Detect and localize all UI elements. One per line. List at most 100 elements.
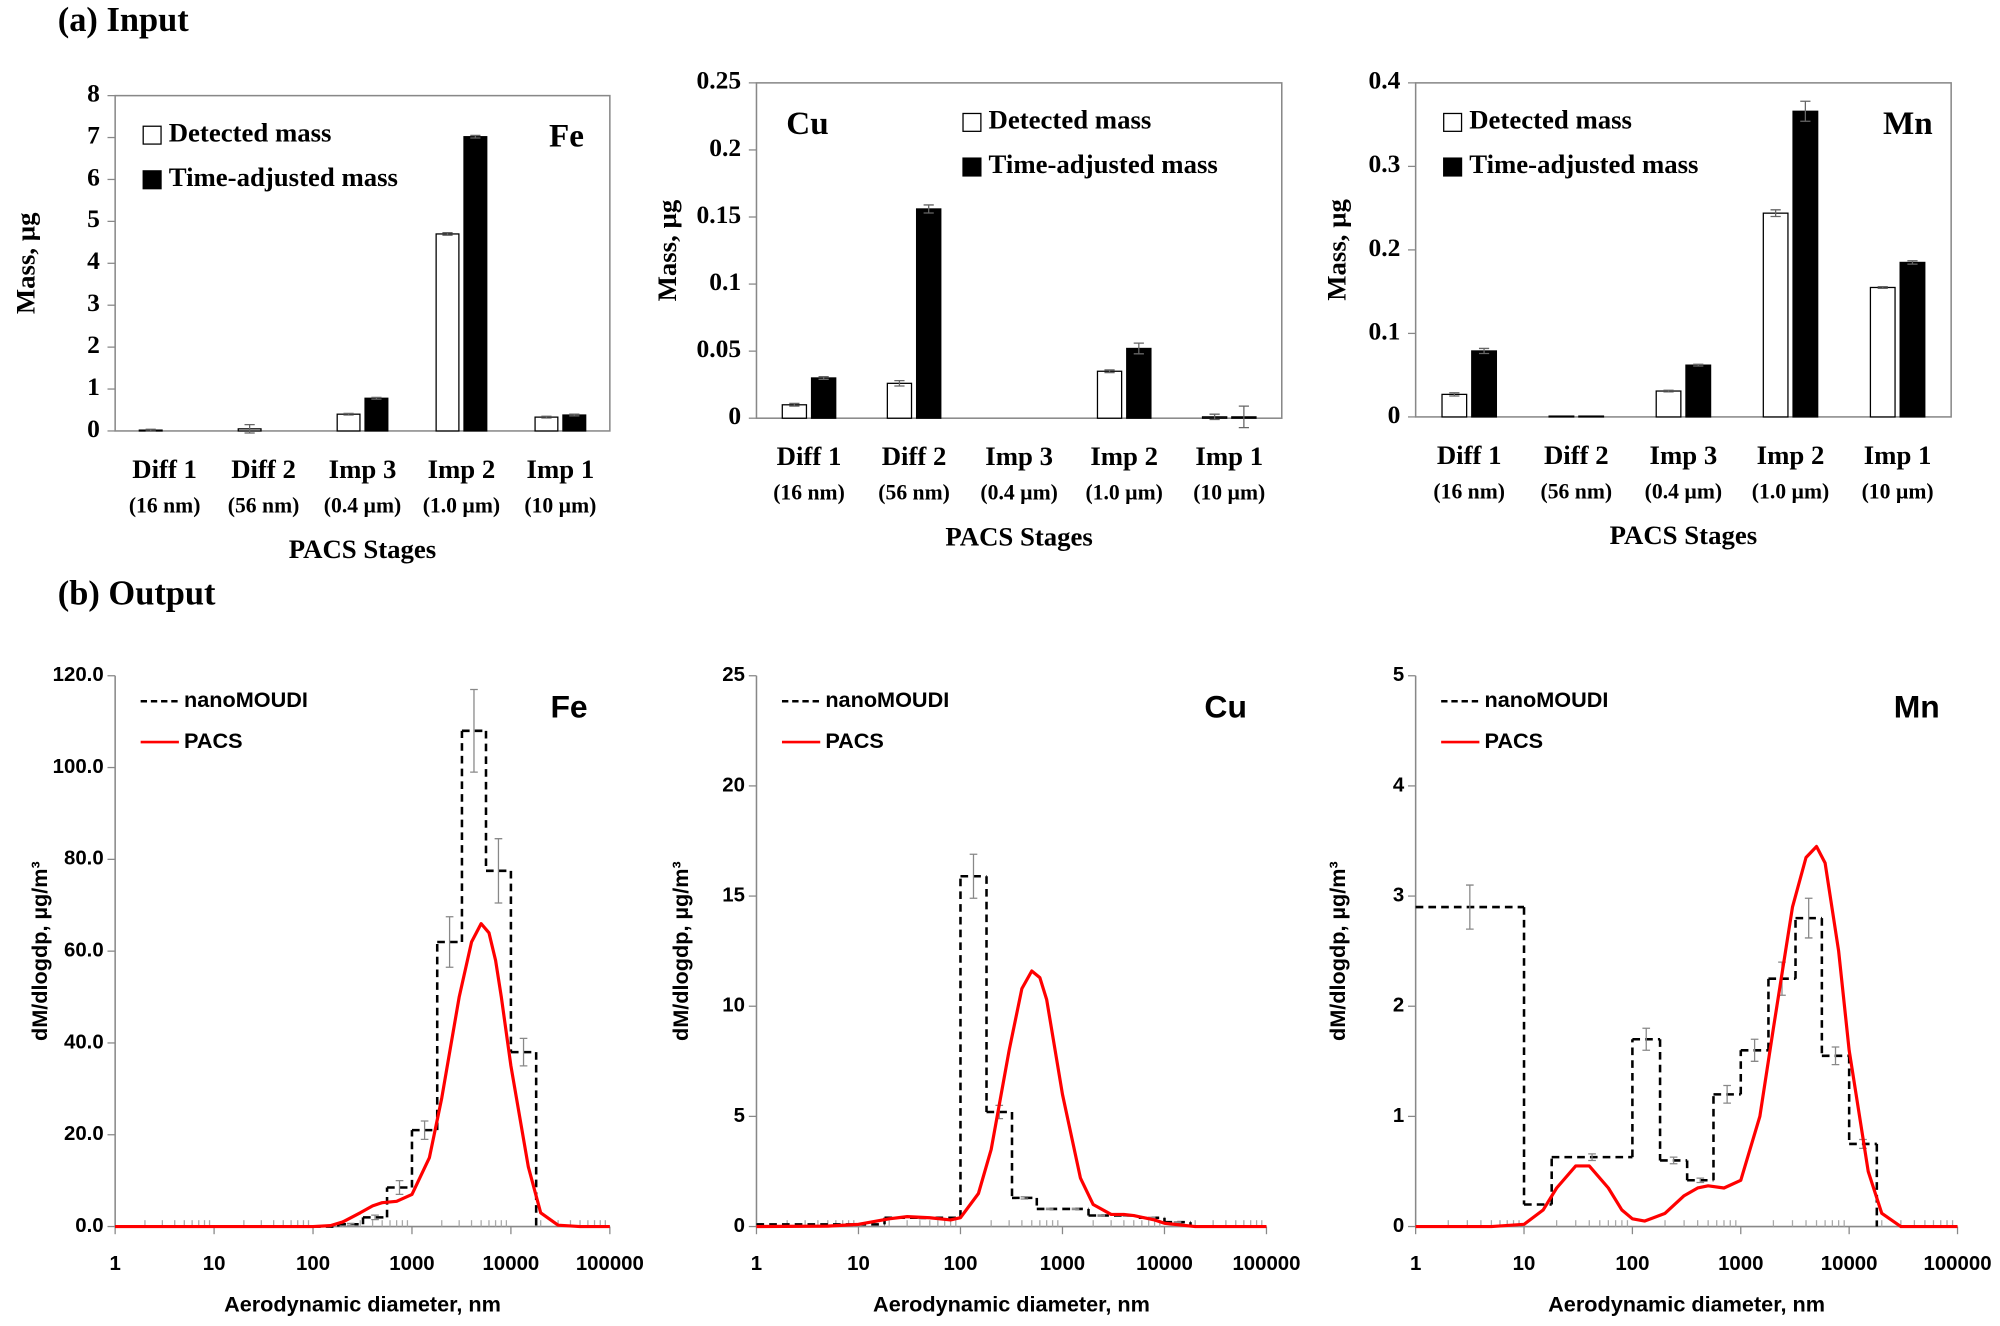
error-bar [445, 916, 454, 968]
y-tick-label: 0.05 [697, 334, 742, 363]
y-tick-label: 0 [87, 414, 100, 443]
error-bar [789, 402, 800, 407]
error-bar [1588, 1153, 1596, 1162]
error-bar [1238, 405, 1249, 429]
y-tick-label: 0.15 [697, 200, 742, 229]
bar [1441, 393, 1468, 418]
y-tick-label: 0.25 [697, 66, 742, 95]
y-tick-label: 0 [1388, 400, 1401, 429]
x-tick-sublabel: (0.4 µm) [324, 493, 401, 517]
y-axis-title: Mass, µg [652, 199, 682, 301]
y-tick-label: 4 [1393, 774, 1405, 796]
error-bar [395, 1180, 404, 1196]
x-tick-label: 1 [109, 1253, 120, 1275]
x-tick-sublabel: (1.0 µm) [423, 493, 500, 517]
x-tick-sublabel: (56 nm) [1541, 479, 1613, 503]
legend-label: PACS [825, 728, 884, 753]
error-bar [541, 415, 552, 419]
bar [915, 208, 942, 419]
error-bar [1723, 1084, 1731, 1104]
bar [1548, 415, 1575, 418]
error-bar [1831, 1046, 1840, 1066]
y-tick-label: 0 [728, 401, 741, 430]
bar [1869, 286, 1896, 418]
x-tick-label: Diff 2 [1544, 440, 1609, 470]
legend-label: PACS [184, 728, 243, 753]
x-tick-label: 100000 [576, 1253, 644, 1275]
error-bar [1020, 1196, 1029, 1200]
legend-swatch [962, 112, 982, 132]
error-bar [1045, 1207, 1054, 1211]
y-tick-label: 6 [87, 162, 100, 191]
y-tick-label: 4 [87, 246, 100, 275]
x-tick-label: 100 [943, 1253, 977, 1275]
y-tick-label: 0 [1393, 1215, 1404, 1237]
x-tick-label: 100000 [1232, 1253, 1300, 1275]
y-tick-label: 2 [87, 330, 100, 359]
x-tick-label: Imp 3 [1650, 440, 1718, 470]
x-axis-title: PACS Stages [1610, 520, 1757, 550]
error-bar [818, 375, 829, 380]
x-tick-sublabel: (56 nm) [878, 481, 950, 505]
error-bar [1750, 1038, 1759, 1062]
error-bar [1669, 1156, 1678, 1165]
y-tick-label: 1 [87, 372, 100, 401]
error-bar [420, 1120, 429, 1140]
error-bar [1770, 209, 1781, 218]
error-bar [1907, 260, 1918, 265]
y-tick-label: 15 [722, 884, 745, 906]
x-tick-label: Diff 1 [1437, 440, 1502, 470]
y-tick-label: 120.0 [53, 664, 104, 686]
bar [1685, 364, 1712, 418]
error-bar [343, 412, 354, 416]
bar [810, 377, 837, 419]
bar [435, 233, 460, 432]
y-tick-label: 25 [722, 664, 745, 686]
bar [1471, 350, 1498, 418]
x-tick-label: 1000 [1718, 1253, 1763, 1275]
y-tick-label: 7 [87, 120, 100, 149]
error-bar [1097, 1214, 1106, 1217]
x-tick-label: 10 [203, 1253, 226, 1275]
y-tick-label: 2 [1393, 995, 1404, 1017]
error-bar [1478, 347, 1490, 355]
legend-label: Time-adjusted mass [169, 162, 398, 192]
y-tick-label: 0.1 [1368, 316, 1400, 345]
x-tick-sublabel: (56 nm) [228, 493, 300, 517]
x-tick-label: Diff 1 [132, 454, 197, 484]
error-bar [1696, 1177, 1705, 1184]
legend-swatch [962, 157, 982, 177]
bar [534, 416, 559, 432]
bar [1096, 370, 1123, 419]
x-tick-sublabel: (0.4 µm) [980, 481, 1057, 505]
x-tick-label: 100000 [1924, 1253, 1992, 1275]
error-bar [371, 1214, 379, 1221]
curve [756, 969, 1267, 1229]
x-tick-label: 10 [847, 1253, 870, 1275]
error-bar [923, 204, 934, 214]
legend-label: PACS [1485, 728, 1544, 753]
error-bar [1804, 897, 1813, 939]
plot-frame [755, 82, 1283, 419]
x-tick-label: 10000 [1821, 1253, 1878, 1275]
section-label: (b) Output [58, 575, 216, 613]
x-tick-sublabel: (1.0 µm) [1752, 479, 1829, 503]
x-tick-label: 100 [1615, 1253, 1649, 1275]
x-tick-label: 10000 [483, 1253, 540, 1275]
error-bar [244, 424, 255, 434]
y-tick-label: 5 [87, 204, 100, 233]
x-tick-label: Imp 2 [1090, 441, 1158, 471]
y-tick-label: 40.0 [64, 1031, 104, 1053]
x-tick-label: 10 [1513, 1253, 1536, 1275]
x-tick-sublabel: (10 µm) [1193, 481, 1265, 505]
legend-swatch [1443, 157, 1463, 177]
x-tick-label: Imp 1 [1195, 441, 1263, 471]
error-bar [1642, 1027, 1651, 1051]
y-tick-label: 100.0 [53, 756, 104, 778]
y-tick-label: 5 [1393, 664, 1404, 686]
y-tick-label: 20 [722, 774, 745, 796]
y-axis-title: Mass, µg [1321, 198, 1351, 300]
x-tick-label: 10000 [1136, 1253, 1193, 1275]
y-tick-label: 0.4 [1368, 66, 1400, 95]
